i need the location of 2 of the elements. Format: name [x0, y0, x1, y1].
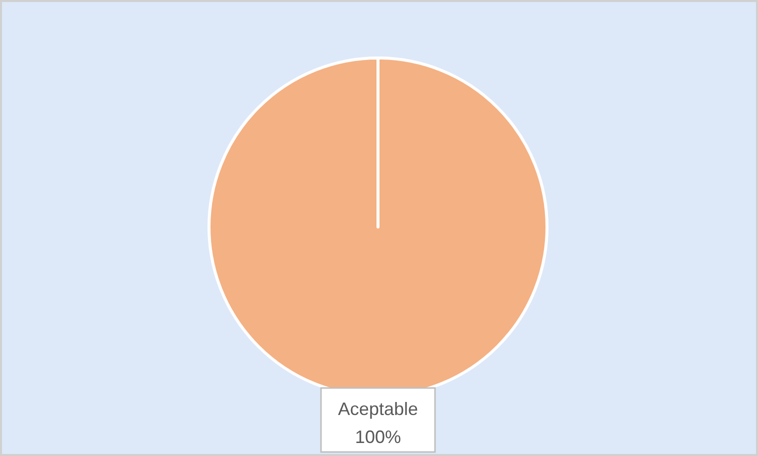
slice-label: Aceptable [338, 399, 418, 419]
data-label: 100% [354, 427, 402, 447]
